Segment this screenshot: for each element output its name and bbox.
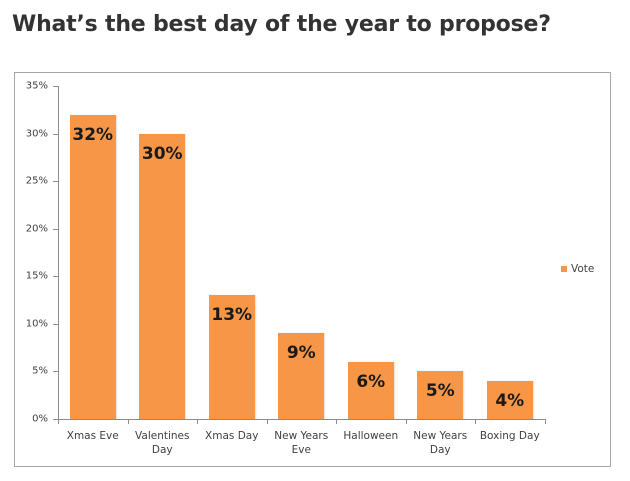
bar: 4%	[486, 380, 533, 419]
y-tick	[53, 419, 58, 420]
x-category-label: Halloween	[336, 429, 406, 443]
bar: 13%	[208, 295, 255, 419]
bar: 9%	[278, 333, 325, 419]
y-tick-label: 0%	[32, 413, 48, 425]
x-axis	[58, 419, 545, 420]
y-tick	[53, 371, 58, 373]
bar-value-label: 30%	[141, 143, 183, 164]
x-category-label: New Years Eve	[266, 429, 336, 457]
x-tick	[405, 419, 407, 424]
x-category-label: Valentines Day	[127, 429, 197, 457]
legend-label: Vote	[571, 263, 595, 275]
y-tick	[53, 133, 58, 135]
y-tick	[53, 276, 58, 278]
y-tick	[53, 181, 58, 183]
x-category-label-line: New Years	[413, 430, 468, 442]
x-category-label-line: Day	[151, 444, 173, 456]
x-tick	[197, 419, 198, 424]
bar-value-label: 4%	[495, 390, 525, 411]
page-title: What’s the best day of the year to propo…	[12, 12, 551, 37]
y-tick-label: 25%	[25, 175, 48, 187]
x-category-label: Xmas Eve	[58, 429, 128, 443]
x-category-label-line: Boxing Day	[479, 430, 540, 442]
y-tick	[53, 228, 58, 230]
x-tick	[58, 419, 59, 424]
bar: 6%	[347, 361, 394, 419]
y-tick-label: 20%	[25, 223, 48, 235]
x-category-label-line: New Years	[274, 430, 329, 442]
x-category-label: Xmas Day	[197, 429, 267, 443]
x-tick	[127, 419, 129, 424]
bar-value-label: 9%	[286, 343, 316, 364]
y-tick	[53, 323, 58, 325]
y-tick-label: 30%	[25, 128, 48, 140]
y-tick-label: 35%	[25, 80, 48, 92]
x-category-label: Boxing Day	[475, 429, 545, 443]
x-category-label-line: Halloween	[343, 430, 399, 442]
bar-value-label: 13%	[211, 305, 253, 326]
legend-swatch-icon	[561, 266, 567, 272]
x-category-label-line: Day	[429, 444, 451, 456]
x-category-label-line: Eve	[291, 444, 311, 456]
bar-value-label: 6%	[356, 371, 386, 392]
y-tick-label: 5%	[32, 365, 48, 377]
x-category-label-line: Xmas Eve	[66, 430, 119, 442]
x-tick	[475, 419, 476, 424]
x-tick	[266, 419, 268, 424]
bar: 32%	[69, 114, 116, 419]
y-axis	[58, 86, 59, 420]
bar: 30%	[139, 133, 186, 419]
bar-value-label: 32%	[72, 124, 114, 145]
y-tick	[53, 86, 58, 87]
x-tick	[544, 419, 546, 424]
x-category-label-line: Valentines	[135, 430, 190, 442]
y-tick-label: 10%	[25, 318, 48, 330]
x-tick	[336, 419, 337, 424]
x-category-label-line: Xmas Day	[205, 430, 259, 442]
bar: 5%	[417, 371, 464, 419]
y-tick-label: 15%	[25, 270, 48, 282]
bar-value-label: 5%	[425, 381, 455, 402]
chart-legend: Vote	[561, 263, 594, 275]
x-category-label: New Years Day	[405, 429, 475, 457]
